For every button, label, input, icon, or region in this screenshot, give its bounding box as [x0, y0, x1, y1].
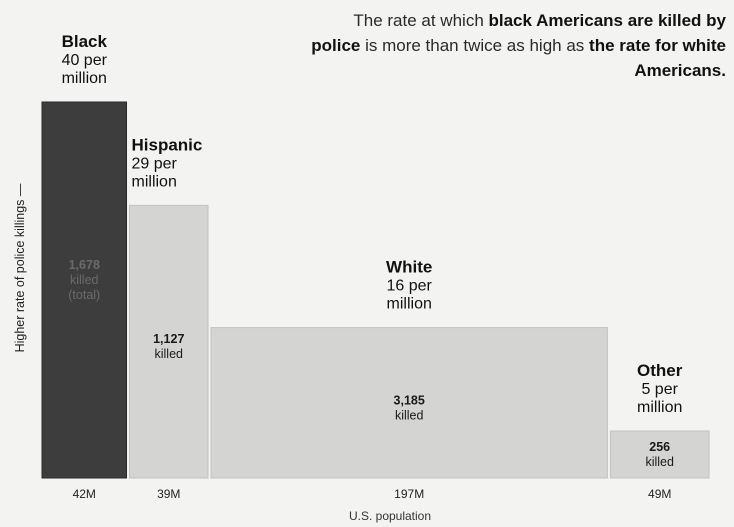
label-white: White: [386, 258, 432, 277]
x-axis-label: U.S. population: [348, 509, 432, 523]
unit-label-black: million: [62, 70, 107, 87]
killed-label-white-1: killed: [395, 408, 424, 422]
population-label-other: 49M: [648, 487, 671, 501]
killed-label-black-0: 1,678: [69, 258, 100, 272]
title-part-0: The rate at which: [353, 11, 489, 30]
killed-label-other-0: 256: [649, 440, 670, 454]
bar-black: [41, 101, 128, 479]
label-other: Other: [637, 361, 683, 380]
population-label-white: 197M: [394, 487, 424, 501]
killed-label-hispanic-0: 1,127: [153, 332, 184, 346]
title-part-1: black Americans are killed by police: [311, 11, 726, 55]
bar-white: [210, 327, 608, 479]
rate-label-other: 5 per: [641, 381, 678, 398]
population-label-hispanic: 39M: [157, 487, 180, 501]
rate-label-white: 16 per: [387, 278, 433, 295]
killed-label-hispanic-1: killed: [155, 347, 184, 361]
population-label-black: 42M: [73, 487, 96, 501]
rate-label-black: 40 per: [62, 52, 108, 69]
rate-label-hispanic: 29 per: [132, 155, 178, 172]
label-hispanic: Hispanic: [132, 135, 203, 154]
label-black: Black: [62, 32, 108, 51]
killed-label-black-1: killed: [70, 273, 99, 287]
bar-hispanic: [129, 204, 209, 479]
unit-label-other: million: [637, 399, 682, 416]
title-part-3: the rate for white Americans.: [589, 36, 726, 80]
killed-label-other-1: killed: [645, 455, 674, 469]
bar-other: [609, 430, 710, 479]
unit-label-white: million: [387, 296, 432, 313]
chart-title: The rate at which black Americans are ki…: [306, 8, 726, 83]
title-part-2: is more than twice as high as: [360, 36, 590, 55]
killed-label-black-2: (total): [68, 288, 100, 302]
unit-label-hispanic: million: [132, 173, 177, 190]
killed-label-white-0: 3,185: [394, 393, 425, 407]
